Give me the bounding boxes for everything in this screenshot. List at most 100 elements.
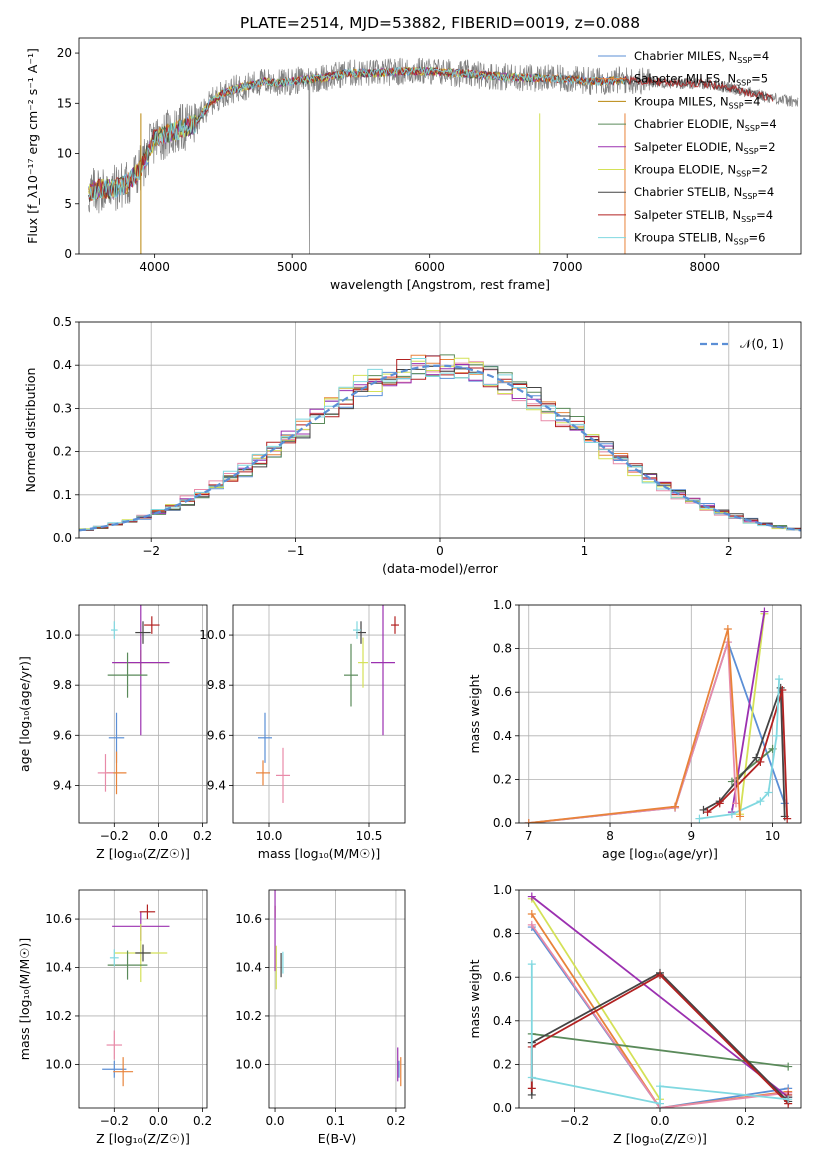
spectrum-axes: 4000 5000 6000 7000 8000 0 5 10 15 20 wavelength [… — [25, 37, 802, 292]
mass-z-point — [139, 904, 156, 920]
mass-z-xlabel: Z [log₁₀(Z/Z☉)] — [96, 1131, 190, 1146]
mass-ebv-frame — [268, 889, 406, 1109]
weight-z-ytick-label: 0.0 — [493, 1101, 512, 1115]
age-z-ytick-label: 9.8 — [53, 678, 72, 692]
weight-z-xlabel: Z [log₁₀(Z/Z☉)] — [613, 1131, 707, 1146]
age-mass-point — [256, 760, 270, 786]
weight-z-marker — [527, 960, 536, 969]
weight-age-ytick-label: 0.6 — [493, 685, 512, 699]
legend-nssp: =5 — [751, 72, 768, 86]
age-z-ytick-label: 10.0 — [45, 628, 72, 642]
weight-age-marker — [772, 731, 781, 740]
age-z-xtick-label: −0.2 — [100, 829, 129, 843]
age-z-plot-area — [97, 605, 170, 795]
weight-z-marker — [656, 1099, 664, 1108]
legend-subscript: SSP — [734, 238, 749, 247]
mass-z-ylabel: mass [log₁₀(M/M☉)] — [17, 938, 32, 1060]
weight-z-axes: −0.2 0.0 0.2 0.0 0.2 0.4 0.6 0.8 1.0 Z [log₁₀(Z/Z… — [467, 883, 802, 1146]
age-z-ytick-label: 9.4 — [53, 778, 72, 792]
weight-z-marker — [527, 1073, 536, 1082]
weight-age-xtick-label: 10 — [765, 829, 780, 843]
legend-label: Salpeter MILES, NSSP=5 — [634, 72, 768, 88]
normal-curve — [79, 364, 801, 532]
legend-subscript: SSP — [737, 56, 752, 65]
spectrum-xtick-label: 7000 — [552, 260, 583, 274]
weight-z-marker — [656, 971, 664, 980]
age-z-point — [107, 652, 148, 698]
weight-age-frame — [518, 604, 802, 824]
mass-z-xtick-label: −0.2 — [100, 1114, 129, 1128]
age-mass-point — [358, 637, 368, 688]
weight-age-xtick-label: 8 — [606, 829, 614, 843]
age-mass-xtick-label: 10.0 — [256, 829, 283, 843]
age-z-grid — [79, 605, 207, 823]
weight-age-marker — [727, 810, 736, 819]
legend-label: 𝒩(0, 1) — [740, 337, 784, 351]
spectrum-legend: Chabrier MILES, NSSP=4 Salpeter MILES, NS… — [598, 49, 777, 247]
weight-age-marker — [736, 812, 745, 821]
mass-z-point — [106, 1030, 123, 1060]
weight-z-ytick-label: 0.4 — [493, 1014, 512, 1028]
residuals-ytick-label: 0.2 — [53, 445, 72, 459]
age-mass-ytick-label: 9.8 — [207, 678, 226, 692]
weight-age-ytick-label: 1.0 — [493, 598, 512, 612]
weight-z-ylabel: mass weight — [467, 959, 482, 1038]
weight-age-series-line — [699, 679, 780, 820]
legend-subscript: SSP — [745, 124, 760, 133]
legend-label: Chabrier ELODIE, NSSP=4 — [634, 117, 777, 133]
weight-age-xtick-label: 9 — [687, 829, 695, 843]
age-mass-point — [276, 747, 290, 803]
age-z-frame — [78, 604, 208, 824]
weight-age-marker — [783, 814, 792, 823]
weight-z-marker — [784, 1062, 793, 1071]
age-z-ylabel: age [log₁₀(age/yr)] — [17, 656, 32, 772]
legend-label: Chabrier STELIB, NSSP=4 — [634, 185, 774, 201]
residuals-ytick-label: 0.0 — [53, 531, 72, 545]
residuals-xtick-label: 2 — [725, 544, 733, 558]
legend-nssp: =2 — [751, 163, 768, 177]
mass-ebv-ytick-label: 10.6 — [235, 912, 262, 926]
weight-age-ytick-label: 0.2 — [493, 772, 512, 786]
residuals-xtick-label: 0 — [436, 544, 444, 558]
mass-z-ytick-label: 10.2 — [45, 1009, 72, 1023]
mass-ebv-xlabel: E(B-V) — [318, 1131, 357, 1146]
weight-age-series-line — [739, 613, 766, 815]
residuals-ytick-label: 0.5 — [53, 315, 72, 329]
mass-z-ytick-label: 10.0 — [45, 1057, 72, 1071]
mass-z-xtick-label: 0.2 — [193, 1114, 212, 1128]
weight-age-marker — [699, 805, 708, 814]
residuals-ylabel: Normed distribution — [23, 368, 38, 493]
age-mass-ytick-label: 10.0 — [199, 628, 226, 642]
weight-z-ytick-label: 1.0 — [493, 883, 512, 897]
weight-z-ytick-label: 0.2 — [493, 1057, 512, 1071]
mass-ebv-xtick-label: 0.2 — [386, 1114, 405, 1128]
legend-nssp: =4 — [757, 185, 774, 199]
weight-age-axes: 7 8 9 10 0.0 0.2 0.4 0.6 0.8 1.0 age [log₁₀(age/yr… — [467, 598, 802, 861]
weight-age-marker — [524, 819, 533, 823]
weight-age-ylabel: mass weight — [467, 674, 482, 753]
spectrum-ytick-label: 5 — [64, 197, 72, 211]
age-z-point — [135, 621, 151, 644]
age-z-xtick-label: 0.0 — [149, 829, 168, 843]
weight-age-marker — [756, 757, 765, 766]
weight-z-marker — [527, 1084, 536, 1093]
legend-nssp: =4 — [760, 117, 777, 131]
age-mass-ytick-label: 9.4 — [207, 778, 226, 792]
weight-z-series-line — [531, 898, 661, 1100]
age-z-xtick-label: 0.2 — [193, 829, 212, 843]
age-mass-xtick-label: 10.5 — [356, 829, 383, 843]
age-mass-xlabel: mass [log₁₀(M/M☉)] — [258, 846, 380, 861]
weight-z-ytick-label: 0.8 — [493, 927, 512, 941]
weight-age-plot-area — [524, 607, 792, 823]
spectrum-ytick-label: 0 — [64, 247, 72, 261]
weight-z-marker — [527, 909, 536, 918]
age-mass-point — [258, 712, 272, 763]
legend-subscript: SSP — [736, 170, 751, 179]
residuals-frame — [78, 321, 802, 539]
legend-subscript: SSP — [729, 101, 744, 110]
mass-z-frame — [78, 889, 208, 1109]
residuals-ytick-label: 0.3 — [53, 401, 72, 415]
age-mass-frame — [232, 604, 406, 824]
age-z-point — [144, 616, 160, 634]
